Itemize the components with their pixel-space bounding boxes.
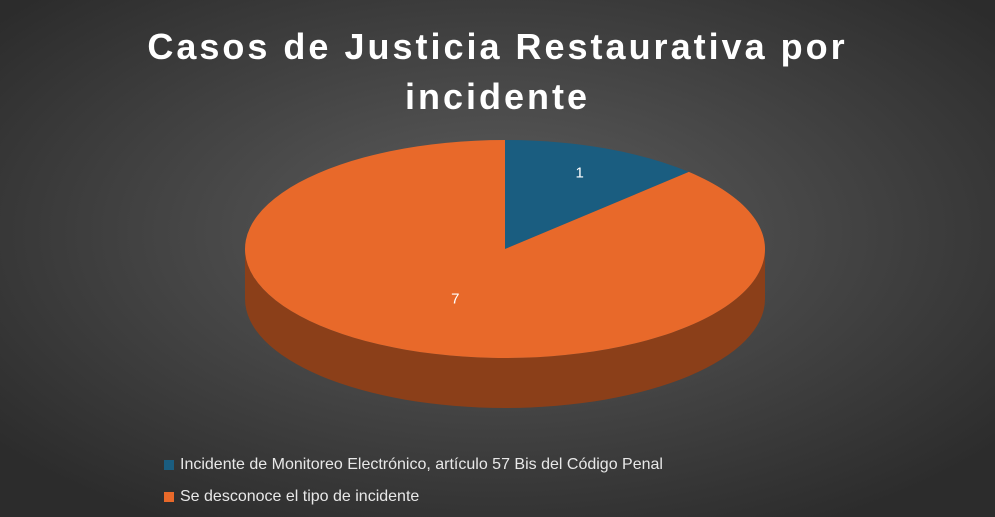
legend-label: Se desconoce el tipo de incidente	[180, 488, 419, 505]
legend-label: Incidente de Monitoreo Electrónico, artí…	[180, 456, 663, 473]
chart-title: Casos de Justicia Restaurativa por incid…	[147, 26, 848, 117]
slice	[505, 140, 689, 249]
slice	[245, 140, 766, 358]
legend-swatch	[164, 492, 174, 502]
slice-side	[245, 249, 765, 408]
legend-swatch	[164, 460, 174, 470]
data-label: 7	[451, 290, 459, 307]
data-label: 1	[575, 164, 583, 181]
